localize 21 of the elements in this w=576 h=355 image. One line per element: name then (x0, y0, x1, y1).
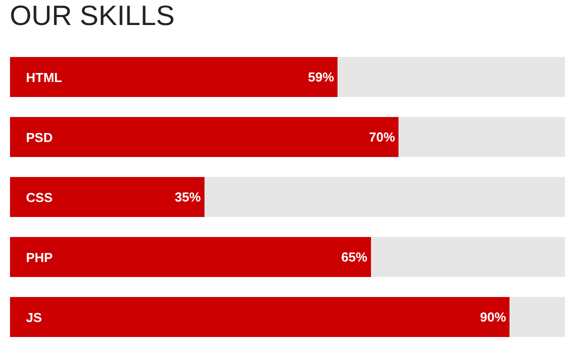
bar (337, 56, 565, 98)
data-label: 70% (369, 130, 396, 144)
y-tick-label: JS (26, 310, 42, 325)
bar (370, 236, 565, 278)
y-tick-label: HTML (26, 70, 62, 85)
data-label: 65% (341, 250, 368, 264)
bar (10, 236, 371, 278)
bar (510, 296, 565, 338)
y-tick-label: PHP (26, 250, 54, 265)
data-label: 35% (174, 190, 202, 204)
bar (10, 56, 338, 98)
y-tick-label: PSD (26, 130, 53, 145)
bar (10, 296, 510, 338)
data-label: 90% (480, 310, 506, 324)
bar (10, 116, 398, 158)
data-label: 59% (308, 70, 334, 84)
bar (398, 116, 565, 158)
bar (204, 176, 565, 218)
bar (10, 176, 204, 218)
chart-title: OUR SKILLS (10, 0, 175, 31)
y-tick-label: CSS (26, 190, 54, 205)
